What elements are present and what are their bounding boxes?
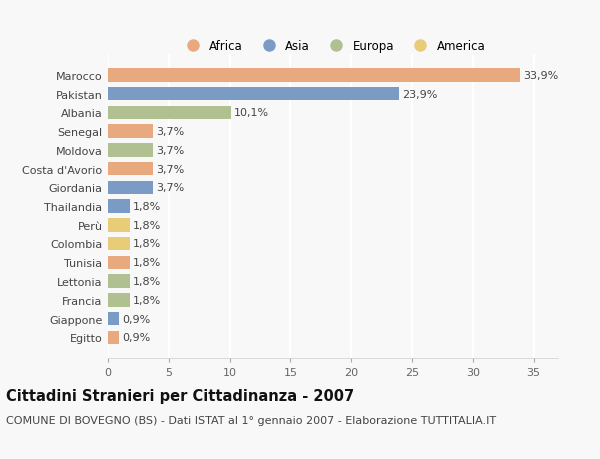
- Text: 3,7%: 3,7%: [156, 183, 184, 193]
- Bar: [108, 88, 398, 101]
- Bar: [108, 200, 130, 213]
- Text: 23,9%: 23,9%: [402, 90, 437, 99]
- Text: 3,7%: 3,7%: [156, 127, 184, 137]
- Text: 1,8%: 1,8%: [133, 276, 161, 286]
- Bar: [108, 144, 153, 157]
- Text: 1,8%: 1,8%: [133, 295, 161, 305]
- Bar: [108, 162, 153, 176]
- Bar: [108, 293, 130, 307]
- Bar: [108, 125, 153, 139]
- Text: 1,8%: 1,8%: [133, 239, 161, 249]
- Text: 0,9%: 0,9%: [122, 314, 150, 324]
- Bar: [108, 106, 231, 120]
- Text: COMUNE DI BOVEGNO (BS) - Dati ISTAT al 1° gennaio 2007 - Elaborazione TUTTITALIA: COMUNE DI BOVEGNO (BS) - Dati ISTAT al 1…: [6, 415, 496, 425]
- Text: 1,8%: 1,8%: [133, 257, 161, 268]
- Legend: Africa, Asia, Europa, America: Africa, Asia, Europa, America: [176, 35, 490, 58]
- Bar: [108, 312, 119, 325]
- Text: 1,8%: 1,8%: [133, 220, 161, 230]
- Text: 3,7%: 3,7%: [156, 164, 184, 174]
- Text: Cittadini Stranieri per Cittadinanza - 2007: Cittadini Stranieri per Cittadinanza - 2…: [6, 388, 354, 403]
- Text: 1,8%: 1,8%: [133, 202, 161, 212]
- Bar: [108, 181, 153, 195]
- Text: 10,1%: 10,1%: [234, 108, 269, 118]
- Bar: [108, 331, 119, 344]
- Bar: [108, 237, 130, 251]
- Text: 33,9%: 33,9%: [523, 71, 559, 81]
- Bar: [108, 274, 130, 288]
- Bar: [108, 69, 520, 82]
- Bar: [108, 256, 130, 269]
- Bar: [108, 218, 130, 232]
- Text: 3,7%: 3,7%: [156, 146, 184, 156]
- Text: 0,9%: 0,9%: [122, 332, 150, 342]
